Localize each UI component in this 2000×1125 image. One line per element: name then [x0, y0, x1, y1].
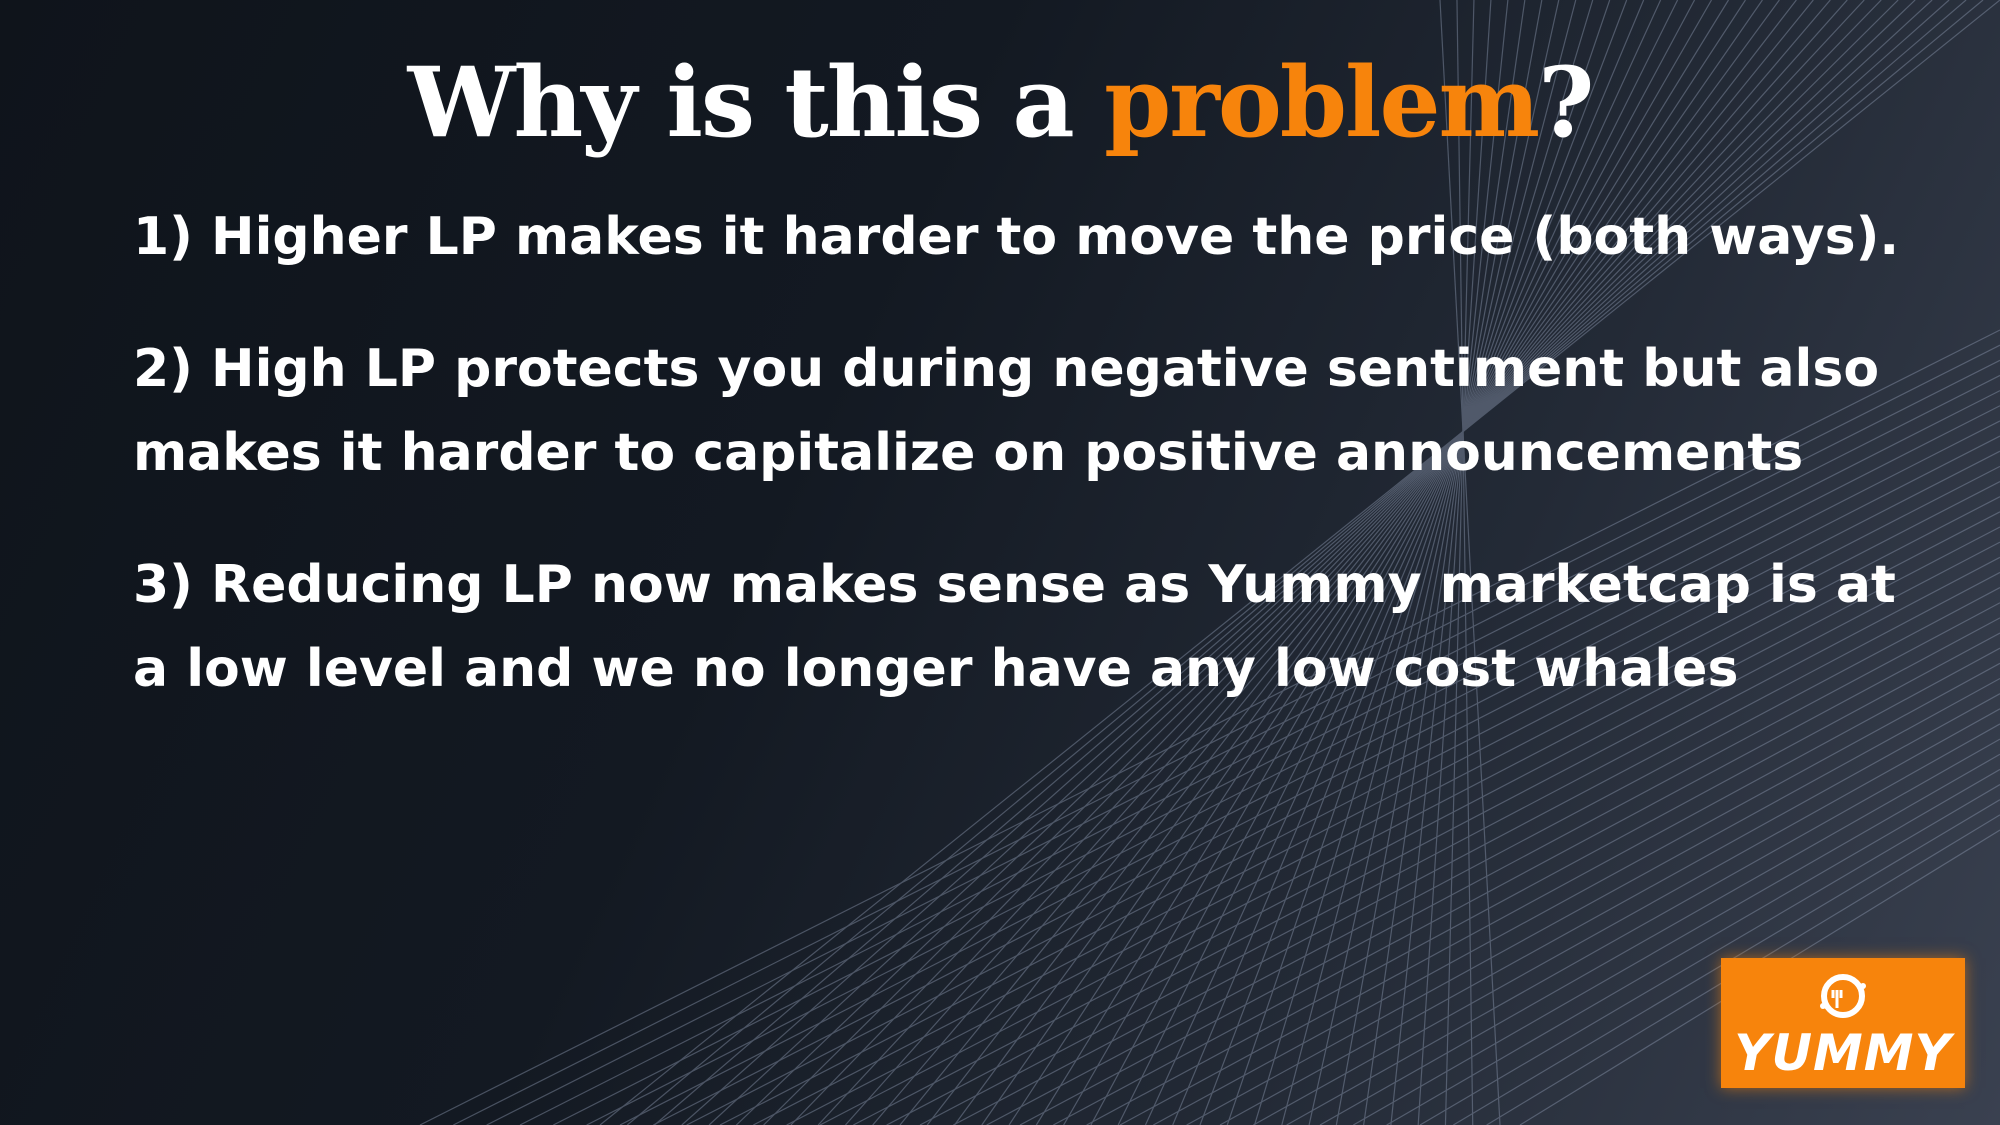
title-suffix: ?: [1538, 46, 1594, 159]
background-line: [1335, 0, 1543, 1125]
background-line: [453, 344, 2000, 1125]
title-accent: problem: [1104, 46, 1540, 159]
background-line: [899, 0, 1814, 1125]
background-line: [886, 541, 2000, 1125]
background-line: [1456, 0, 1474, 1125]
background-line: [986, 587, 2000, 1125]
background-line: [753, 480, 2000, 1125]
logo-text: YUMMY: [1734, 1024, 1952, 1082]
background-line: [817, 0, 1865, 1125]
background-line: [845, 0, 1848, 1125]
background-line: [1353, 753, 2000, 1125]
background-line: [1186, 677, 2000, 1125]
background-line: [553, 390, 2000, 1125]
background-line: [1417, 0, 1492, 1125]
background-line: [981, 0, 1763, 1125]
background-line: [1226, 0, 1611, 1125]
background-line: [819, 511, 2000, 1125]
background-line: [1119, 647, 2000, 1125]
point-2: 2) High LP protects you during negative …: [133, 339, 1880, 483]
background-line: [1153, 662, 2000, 1125]
background-line: [1419, 784, 2000, 1125]
background-line: [654, 0, 1967, 1125]
background-line: [763, 0, 1899, 1125]
background-line: [599, 0, 2000, 1125]
background-line: [1035, 0, 1729, 1125]
background-line: [519, 374, 2000, 1125]
background-line: [1253, 708, 2000, 1125]
background-line: [719, 465, 2000, 1125]
point-3: 3) Reducing LP now makes sense as Yummy …: [133, 555, 1896, 699]
background-line: [1144, 0, 1662, 1125]
background-line: [735, 0, 1916, 1125]
background-line: [1444, 0, 1475, 1125]
background-line: [1172, 0, 1645, 1125]
background-line: [919, 556, 2000, 1125]
background-line: [1363, 0, 1526, 1125]
background-line: [1219, 693, 2000, 1125]
title-prefix: Why is this a: [407, 46, 1105, 159]
background-line: [1286, 723, 2000, 1125]
bullet-list: 1) Higher LP makes it harder to move the…: [133, 195, 1913, 759]
background-line: [853, 526, 2000, 1125]
background-line: [1439, 0, 1501, 1125]
yummy-logo: YUMMY: [1721, 958, 1965, 1088]
background-line: [1199, 0, 1628, 1125]
background-line: [1281, 0, 1577, 1125]
background-line: [686, 450, 2000, 1125]
background-line: [1319, 738, 2000, 1125]
background-line: [626, 0, 1984, 1125]
yummy-logo-icon: [1820, 974, 1866, 1018]
background-line: [790, 0, 1882, 1125]
background-line: [954, 0, 1780, 1125]
background-line: [681, 0, 1950, 1125]
background-line: [926, 0, 1797, 1125]
background-line: [586, 405, 2000, 1125]
background-line: [1253, 0, 1594, 1125]
point-1: 1) Higher LP makes it harder to move the…: [133, 207, 1900, 267]
background-line: [1390, 0, 1509, 1125]
background-line: [872, 0, 1831, 1125]
slide-title: Why is this a problem?: [0, 38, 2000, 168]
background-line: [1090, 0, 1696, 1125]
background-line: [1117, 0, 1679, 1125]
background-line: [1019, 602, 2000, 1125]
background-line: [708, 0, 1933, 1125]
background-line: [1386, 768, 2000, 1125]
background-line: [953, 571, 2000, 1125]
background-line: [1308, 0, 1560, 1125]
background-line: [419, 329, 2000, 1125]
background-line: [619, 420, 2000, 1125]
background-line: [1086, 632, 2000, 1125]
background-line: [1008, 0, 1746, 1125]
background-line: [1063, 0, 1713, 1125]
background-line: [1053, 617, 2000, 1125]
background-line: [653, 435, 2000, 1125]
background-line: [786, 496, 2000, 1125]
background-line: [486, 359, 2000, 1125]
